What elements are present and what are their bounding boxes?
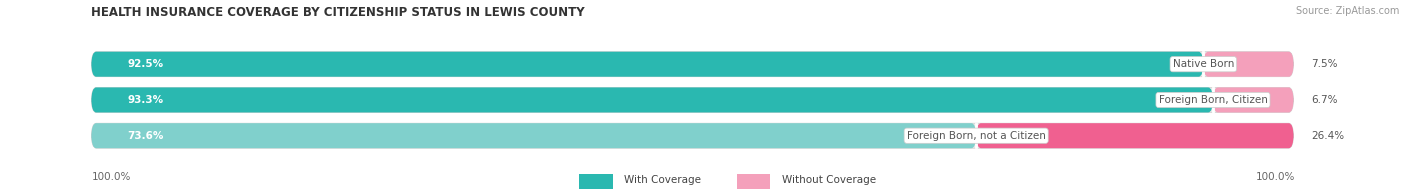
FancyBboxPatch shape	[91, 52, 1294, 77]
FancyBboxPatch shape	[976, 123, 1294, 148]
Text: 92.5%: 92.5%	[128, 59, 163, 69]
FancyBboxPatch shape	[1204, 52, 1294, 77]
Text: 6.7%: 6.7%	[1312, 95, 1339, 105]
Text: 26.4%: 26.4%	[1312, 131, 1344, 141]
Text: Foreign Born, Citizen: Foreign Born, Citizen	[1159, 95, 1267, 105]
Text: 7.5%: 7.5%	[1312, 59, 1339, 69]
Text: With Coverage: With Coverage	[624, 175, 702, 185]
FancyBboxPatch shape	[579, 174, 613, 189]
FancyBboxPatch shape	[737, 174, 770, 189]
FancyBboxPatch shape	[91, 123, 1294, 148]
FancyBboxPatch shape	[1213, 87, 1294, 113]
Text: 100.0%: 100.0%	[1256, 172, 1295, 182]
Text: 93.3%: 93.3%	[128, 95, 163, 105]
Text: 100.0%: 100.0%	[91, 172, 131, 182]
Text: 73.6%: 73.6%	[128, 131, 165, 141]
Text: Native Born: Native Born	[1173, 59, 1234, 69]
Text: HEALTH INSURANCE COVERAGE BY CITIZENSHIP STATUS IN LEWIS COUNTY: HEALTH INSURANCE COVERAGE BY CITIZENSHIP…	[91, 6, 585, 19]
Text: Foreign Born, not a Citizen: Foreign Born, not a Citizen	[907, 131, 1046, 141]
FancyBboxPatch shape	[91, 52, 1204, 77]
FancyBboxPatch shape	[91, 87, 1294, 113]
Text: Without Coverage: Without Coverage	[782, 175, 876, 185]
Text: Source: ZipAtlas.com: Source: ZipAtlas.com	[1295, 6, 1399, 16]
FancyBboxPatch shape	[91, 123, 976, 148]
FancyBboxPatch shape	[91, 87, 1213, 113]
